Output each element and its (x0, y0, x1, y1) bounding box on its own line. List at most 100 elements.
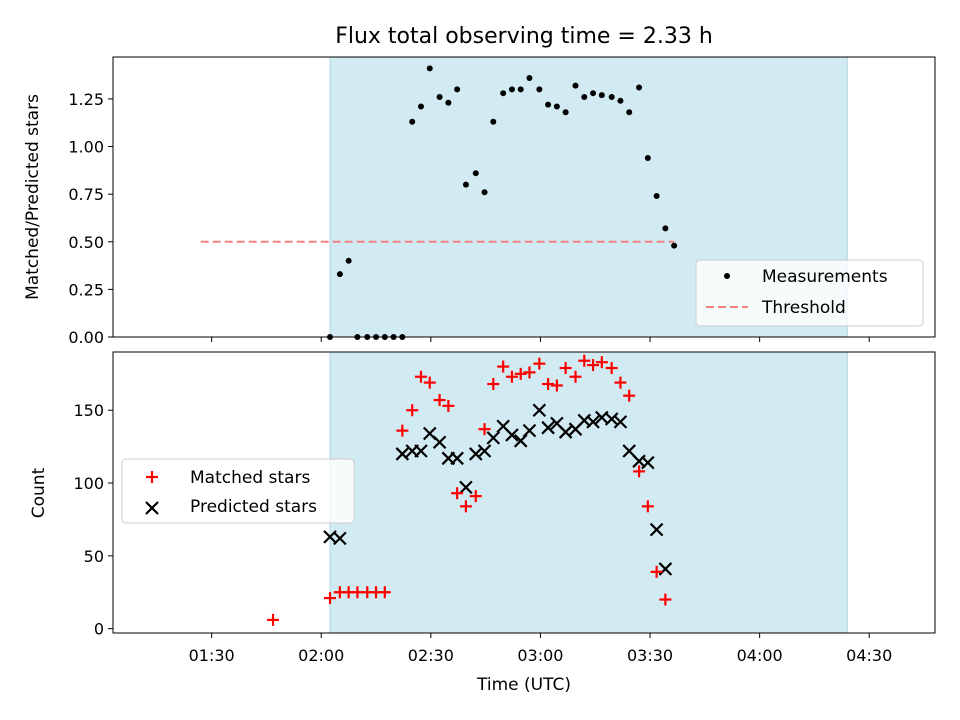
predicted-star-mark (522, 423, 537, 438)
matched-star-point (451, 487, 464, 500)
x-tick-label: 02:00 (298, 646, 344, 665)
ratio-y-label: Matched/Predicted stars (23, 94, 43, 300)
measurement-point (644, 154, 651, 161)
legend-matched-marker (146, 471, 158, 483)
predicted-star-point (641, 455, 655, 470)
x-tick-label: 01:30 (189, 646, 235, 665)
count-frame (112, 351, 936, 634)
matched-star-point (396, 424, 409, 437)
measurement-point (336, 271, 343, 278)
matched-star-point (633, 465, 646, 478)
predicted-star-point (395, 447, 410, 461)
x-axis-label: Time (UTC) (476, 675, 571, 695)
predicted-star-point (414, 444, 428, 458)
predicted-star-mark (604, 412, 619, 426)
predicted-star-point (622, 444, 636, 458)
measurement-point (636, 84, 643, 91)
x-tick-label: 02:30 (408, 646, 454, 665)
measurement-point (662, 225, 669, 232)
predicted-star-point (486, 431, 501, 445)
matched-star-point (514, 367, 527, 380)
predicted-star-point (468, 447, 483, 461)
measurement-point (562, 109, 569, 116)
predicted-star-mark (432, 435, 447, 450)
measurement-point (590, 90, 597, 97)
predicted-star-mark (468, 447, 483, 461)
legend-matched-label: Matched stars (190, 468, 310, 488)
predicted-star-mark (532, 403, 547, 418)
ratio-frame (112, 56, 936, 338)
matched-star-point (267, 613, 280, 626)
predicted-star-mark (395, 447, 410, 461)
matched-star-point (614, 376, 627, 389)
matched-star-point (623, 389, 636, 402)
ratio-y-tick-label: 0.00 (68, 328, 104, 347)
matched-star-point (378, 586, 391, 599)
matched-star-point (478, 423, 491, 436)
legend-measurements-marker (724, 273, 730, 279)
predicted-star-point (604, 412, 619, 426)
legend-predicted-label: Predicted stars (190, 497, 317, 517)
measurement-point (508, 86, 515, 93)
predicted-star-mark (333, 531, 347, 546)
matched-star-point (523, 366, 536, 379)
measurement-point (545, 101, 552, 108)
predicted-star-mark (496, 419, 510, 434)
predicted-star-point (432, 435, 447, 450)
count-y-tick-label: 50 (84, 547, 104, 566)
matched-star-point (433, 394, 446, 407)
measurement-point (671, 242, 678, 249)
measurement-point (572, 82, 579, 89)
predicted-star-mark (450, 451, 464, 466)
predicted-star-mark (486, 431, 501, 445)
measurement-point (608, 94, 615, 100)
predicted-star-point (459, 480, 473, 495)
measurement-point (617, 97, 624, 104)
x-tick-label: 03:00 (517, 646, 563, 665)
matched-star-point (505, 370, 518, 383)
predicted-star-point (522, 423, 537, 438)
legend-threshold-label: Threshold (761, 298, 846, 318)
legend-measurements-label: Measurements (762, 267, 888, 287)
matched-star-point (578, 354, 591, 367)
legend-predicted-marker (145, 501, 159, 515)
measurement-point (445, 99, 452, 106)
matched-star-point (406, 404, 419, 417)
predicted-star-mark (541, 420, 555, 435)
matched-star-point (650, 565, 663, 578)
predicted-star-point (505, 428, 519, 442)
matched-star-point (569, 370, 582, 383)
ratio-y-tick-label: 0.75 (68, 185, 104, 204)
matched-star-point (324, 592, 337, 605)
measurement-point (598, 92, 605, 99)
predicted-star-point (450, 451, 464, 466)
measurement-point (481, 189, 488, 196)
ratio-y-tick-label: 0.25 (68, 280, 104, 299)
matched-star-point (414, 370, 427, 383)
matched-star-point (487, 378, 500, 391)
ratio-legend: Measurements Threshold (695, 259, 924, 327)
matched-star-point (559, 362, 572, 375)
matched-star-point (469, 490, 482, 503)
predicted-star-point (558, 425, 573, 439)
ratio-legend-box (695, 259, 924, 327)
matched-star-point (497, 360, 510, 373)
matched-star-point (442, 399, 455, 412)
measurement-point (436, 94, 443, 100)
measurement-point (490, 118, 497, 125)
measurement-point (500, 90, 507, 97)
x-tick-label: 04:00 (737, 646, 783, 665)
ratio-y-tick-label: 0.50 (68, 233, 104, 252)
predicted-star-point (586, 415, 600, 429)
measurement-point (417, 103, 424, 110)
matched-star-point (595, 356, 608, 369)
predicted-star-point (333, 531, 347, 546)
predicted-star-mark (641, 455, 655, 470)
matched-star-point (587, 359, 600, 372)
x-tick-label: 03:30 (627, 646, 673, 665)
x-tick-label: 04:30 (846, 646, 892, 665)
ratio-y-tick-label: 1.00 (68, 138, 104, 157)
predicted-star-mark (477, 444, 492, 458)
measurement-point (653, 193, 660, 200)
count-y-tick-label: 0 (94, 620, 104, 639)
